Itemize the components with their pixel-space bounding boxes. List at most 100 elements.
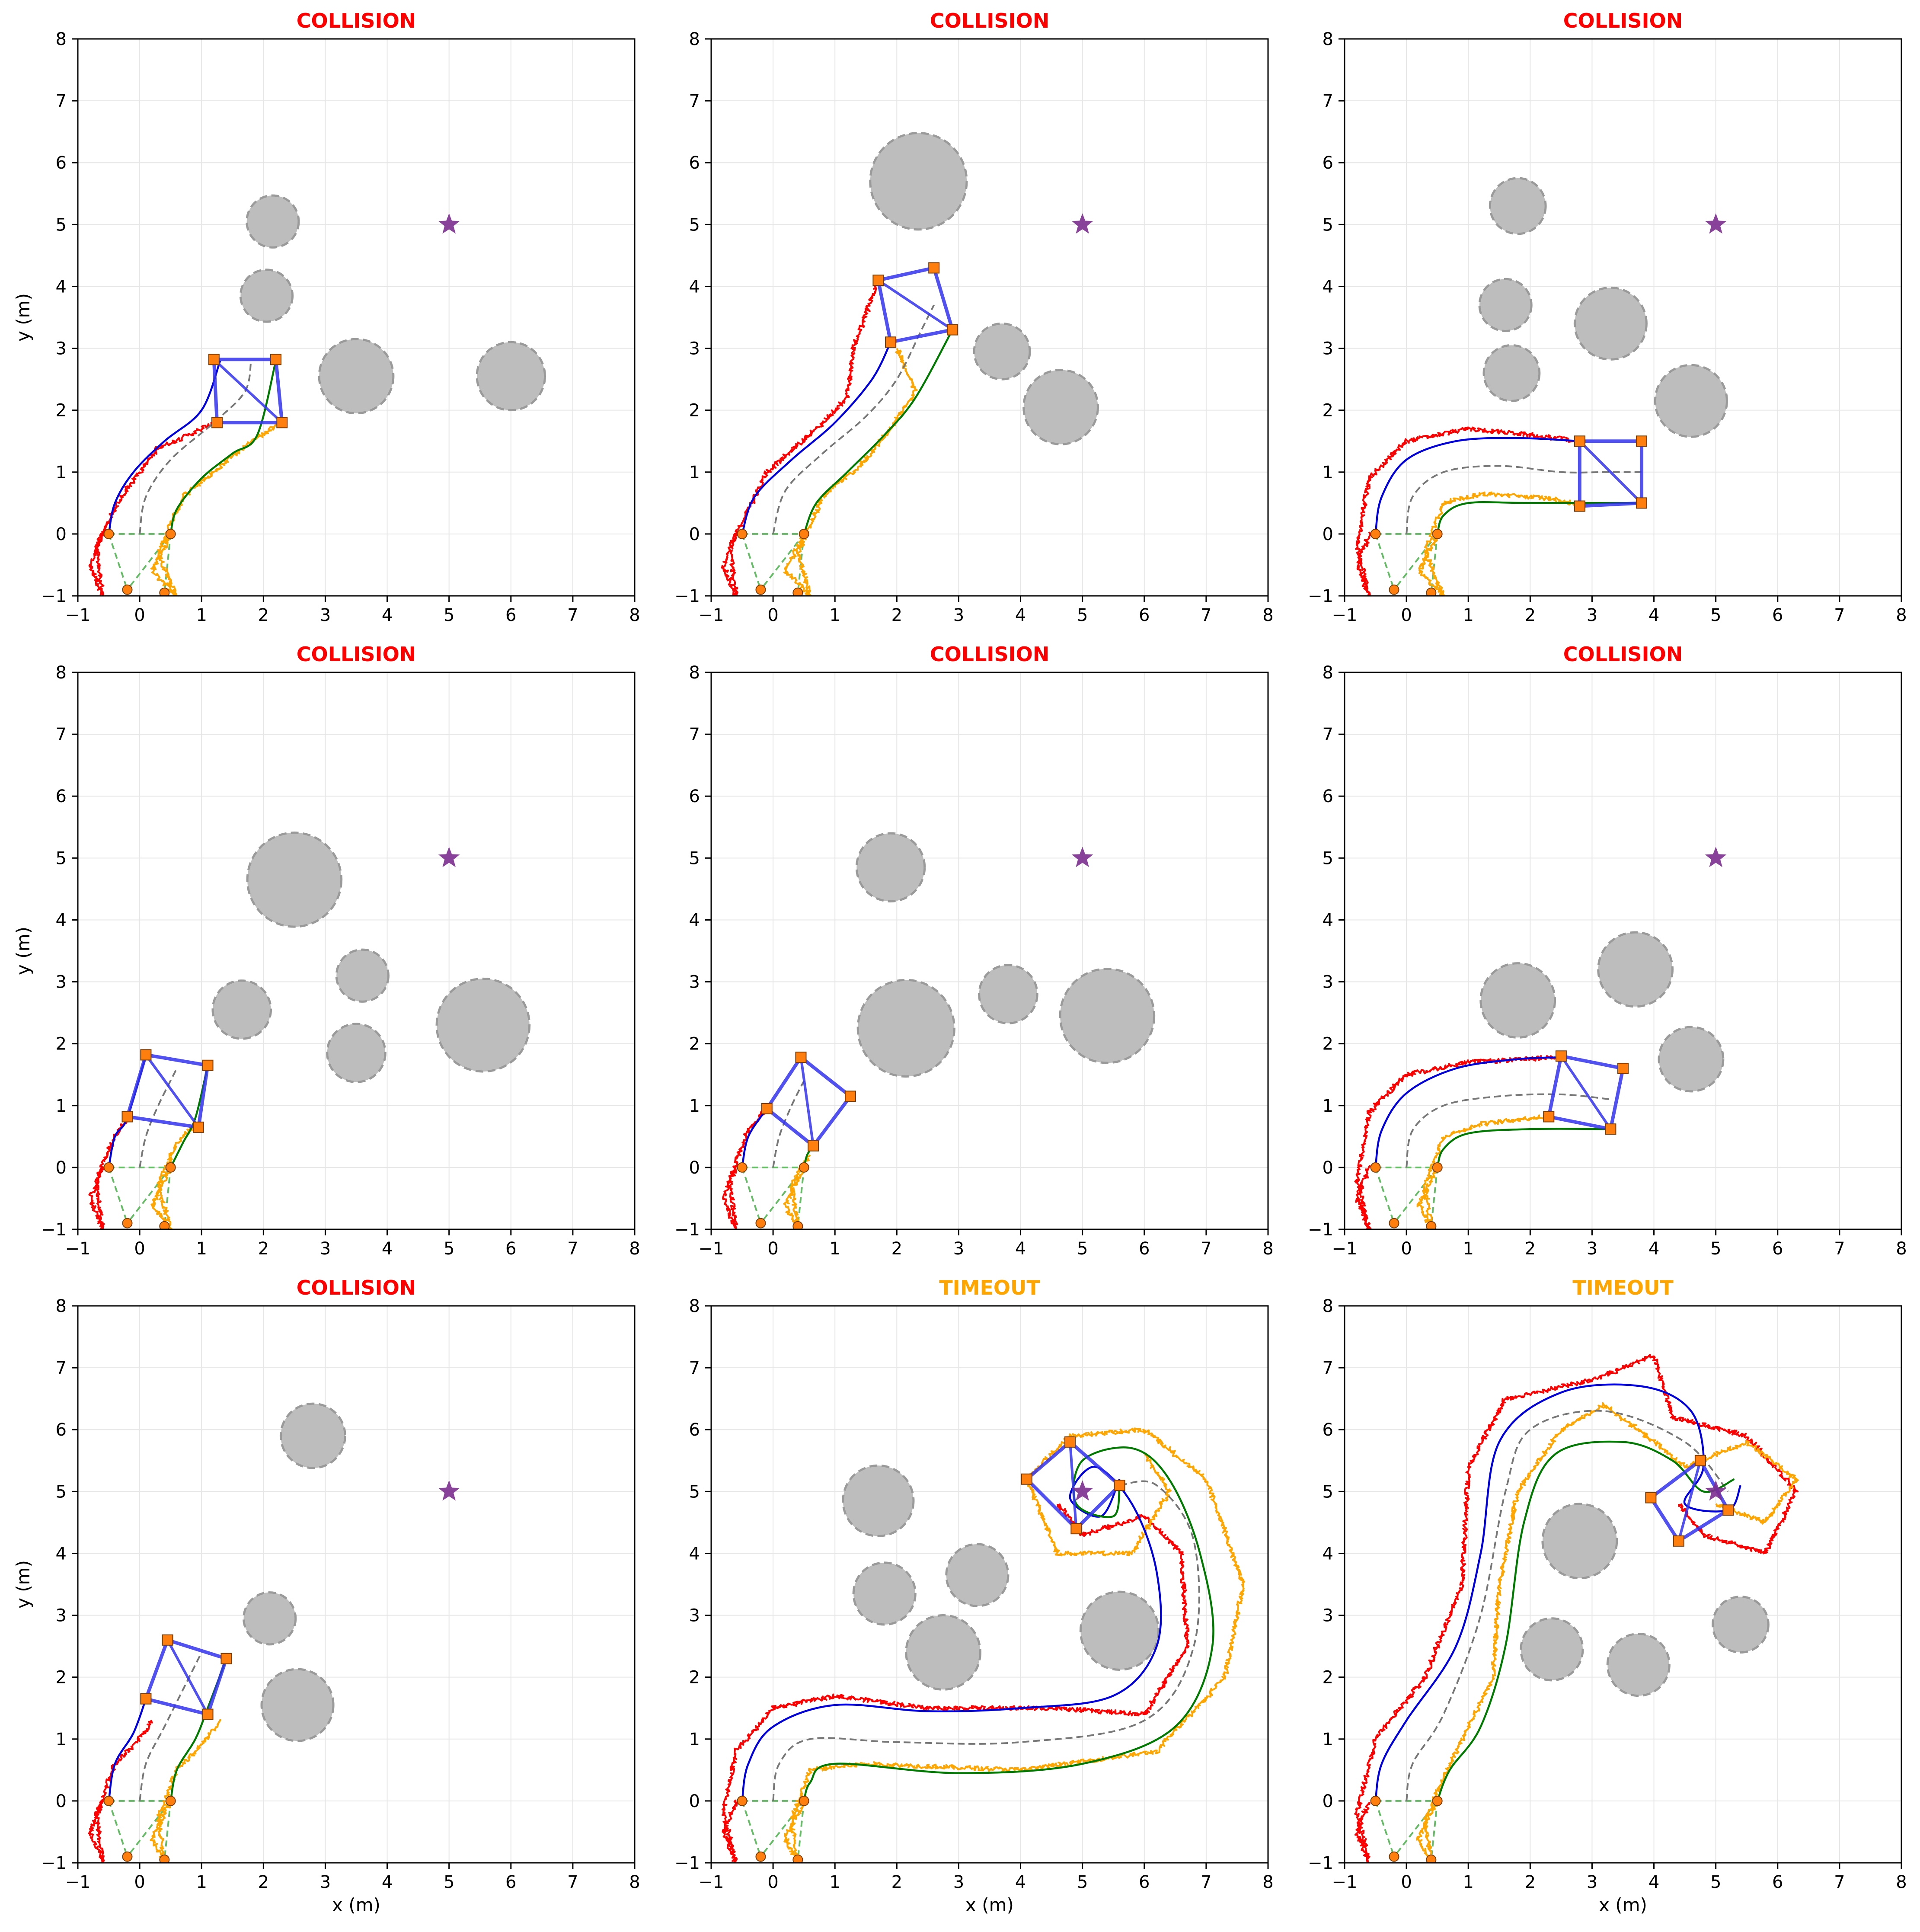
x-tick-label: 3	[320, 1872, 331, 1892]
y-tick-label: 8	[56, 1296, 67, 1316]
y-tick-label: 0	[56, 1158, 67, 1178]
y-tick-label: 3	[1323, 972, 1333, 992]
robot-marker	[270, 354, 281, 365]
y-tick-label: 5	[56, 848, 67, 868]
y-tick-label: −1	[41, 1220, 67, 1240]
x-tick-label: 1	[1463, 1872, 1473, 1892]
obstacle	[973, 322, 1031, 381]
plot-area	[1354, 1354, 1799, 1863]
y-axis-label: y (m)	[13, 293, 34, 342]
y-axis-label: y (m)	[13, 927, 34, 975]
obstacle	[1022, 369, 1099, 445]
robot-marker	[1070, 1523, 1082, 1535]
start-marker	[103, 528, 114, 539]
axes-frame	[77, 38, 636, 597]
x-tick-label: 5	[1710, 1872, 1721, 1892]
y-tick-label: 5	[689, 848, 700, 868]
start-formation-line	[741, 1801, 762, 1857]
x-axis-label: x (m)	[1599, 1894, 1647, 1916]
x-tick-label: 2	[1525, 605, 1536, 625]
y-tick-label: 3	[56, 339, 67, 359]
series-center	[1406, 1410, 1729, 1801]
y-tick-label: −1	[41, 1853, 67, 1873]
y-tick-label: −1	[1308, 1853, 1333, 1873]
start-formation-line	[108, 534, 128, 590]
x-tick-label: 5	[444, 605, 454, 625]
y-tick-label: 8	[1323, 663, 1333, 683]
y-tick-label: 0	[1323, 1158, 1333, 1178]
start-formation-line	[741, 534, 762, 590]
robot-marker	[208, 354, 220, 365]
x-tick-label: −1	[65, 1872, 91, 1892]
formation-diagonal	[1578, 440, 1643, 504]
x-tick-label: 4	[1648, 1239, 1659, 1259]
x-tick-label: 5	[1077, 605, 1088, 625]
y-tick-label: 0	[689, 1158, 700, 1178]
axes-frame	[77, 1305, 636, 1864]
series-center	[1406, 1093, 1611, 1168]
x-tick-label: 6	[505, 1239, 516, 1259]
plot-area	[1355, 177, 1728, 596]
obstacle	[852, 1561, 917, 1626]
x-tick-label: 7	[1201, 1239, 1211, 1259]
start-formation-line	[1393, 533, 1438, 590]
y-tick-label: 4	[1323, 277, 1333, 297]
y-tick-label: −1	[674, 586, 700, 606]
x-tick-label: 2	[258, 1239, 269, 1259]
x-tick-label: 5	[444, 1239, 454, 1259]
robot-marker	[1694, 1455, 1706, 1466]
obstacle	[476, 341, 546, 412]
robot-marker	[202, 1708, 214, 1720]
series-blue	[741, 1465, 1162, 1801]
y-tick-label: 8	[56, 663, 67, 683]
obstacle	[905, 1614, 982, 1691]
robot-marker	[140, 1693, 152, 1705]
panel-9: −1−1 0 0 1 1 2 2 3 3 4 4 5 5 6 6 7 7 8 8 TIMEOUT x (m)	[1308, 1276, 1907, 1916]
obstacle	[842, 1464, 915, 1537]
x-tick-label: −1	[699, 605, 724, 625]
y-tick-label: 4	[56, 1544, 67, 1564]
y-tick-label: 0	[56, 1791, 67, 1811]
y-tick-label: 0	[689, 1791, 700, 1811]
robot-marker	[1021, 1473, 1032, 1485]
plot-area	[88, 194, 546, 596]
x-tick-label: 7	[1201, 605, 1211, 625]
robot-marker	[1114, 1480, 1125, 1491]
y-tick-label: −1	[41, 586, 67, 606]
x-tick-label: 3	[320, 1239, 331, 1259]
y-tick-label: 6	[56, 787, 67, 806]
x-tick-label: 4	[382, 605, 393, 625]
y-tick-label: 6	[1323, 1420, 1333, 1440]
start-marker	[1389, 1851, 1399, 1862]
x-tick-label: 1	[1463, 1239, 1473, 1259]
x-tick-label: 8	[629, 1872, 640, 1892]
formation-diagonal	[877, 279, 953, 331]
x-tick-label: 5	[1077, 1239, 1088, 1259]
y-tick-label: 7	[1323, 725, 1333, 745]
x-tick-label: 8	[1262, 1872, 1273, 1892]
robot-marker	[947, 324, 958, 336]
series-green	[1436, 1440, 1735, 1801]
x-tick-label: 2	[1525, 1872, 1536, 1892]
series-blue	[108, 360, 221, 534]
plot-area	[1354, 847, 1727, 1229]
panel-title: COLLISION	[930, 9, 1049, 32]
x-tick-label: −1	[699, 1872, 724, 1892]
start-formation-line	[1374, 1167, 1395, 1224]
robot-marker	[885, 336, 897, 348]
panel-1: −1−1 0 0 1 1 2 2 3 3 4 4 5 5 6 6 7 7 8 8 COLLISION y (m)	[13, 9, 640, 625]
x-axis-label: x (m)	[965, 1894, 1014, 1916]
x-axis-label: x (m)	[332, 1894, 380, 1916]
y-tick-label: 7	[689, 1358, 700, 1378]
start-marker	[103, 1795, 114, 1806]
y-tick-label: 6	[1323, 153, 1333, 173]
y-tick-label: 7	[1323, 91, 1333, 111]
panel-title: COLLISION	[930, 643, 1049, 666]
goal-star-icon	[1071, 213, 1093, 234]
start-marker	[1432, 1795, 1443, 1806]
x-tick-label: 0	[767, 605, 778, 625]
start-marker	[1426, 1221, 1437, 1229]
obstacle	[435, 977, 531, 1073]
obstacle	[1606, 1632, 1671, 1697]
panel-3: −1−1 0 0 1 1 2 2 3 3 4 4 5 5 6 6 7 7 8 8 COLLISION	[1308, 9, 1907, 625]
